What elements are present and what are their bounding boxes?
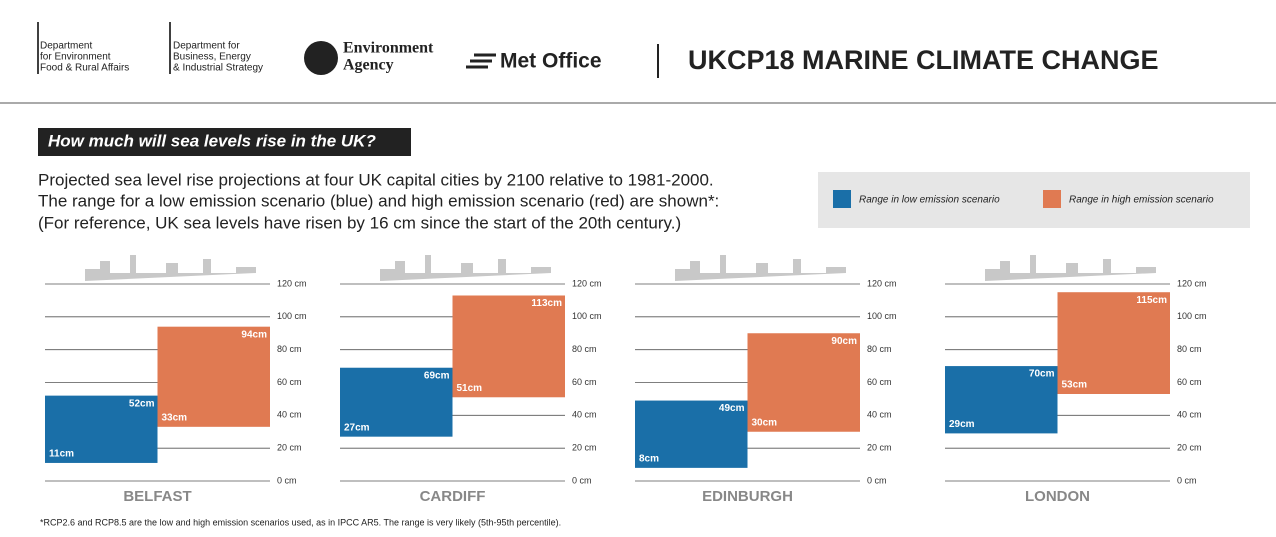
y-tick-label: 60 cm xyxy=(867,377,892,387)
skyline xyxy=(85,255,256,281)
y-tick-label: 80 cm xyxy=(867,344,892,354)
y-tick-label: 100 cm xyxy=(1177,311,1207,321)
y-tick-label: 40 cm xyxy=(867,410,892,420)
description-line: The range for a low emission scenario (b… xyxy=(38,191,719,210)
y-tick-label: 20 cm xyxy=(867,443,892,453)
value-label: 53cm xyxy=(1062,380,1088,391)
range-bar xyxy=(340,367,453,437)
value-label: 94cm xyxy=(241,329,267,340)
y-tick-label: 80 cm xyxy=(572,344,597,354)
defra-line: Department xyxy=(40,41,92,52)
city-name: LONDON xyxy=(1025,488,1090,505)
value-label: 90cm xyxy=(831,336,857,347)
y-tick-label: 120 cm xyxy=(1177,278,1207,288)
met-office: Met Office xyxy=(500,50,602,73)
value-label: 8cm xyxy=(639,454,659,465)
description-line: Projected sea level rise projections at … xyxy=(38,170,714,189)
value-label: 30cm xyxy=(752,417,778,428)
legend-swatch xyxy=(1043,190,1061,208)
skyline xyxy=(675,255,846,281)
skyline xyxy=(985,255,1156,281)
heading-box xyxy=(38,128,411,156)
y-tick-label: 60 cm xyxy=(572,377,597,387)
legend-swatch xyxy=(833,190,851,208)
heading: How much will sea levels rise in the UK? xyxy=(48,131,376,150)
value-label: 113cm xyxy=(531,298,562,309)
y-tick-label: 0 cm xyxy=(277,475,297,485)
value-label: 27cm xyxy=(344,422,370,433)
footnote: *RCP2.6 and RCP8.5 are the low and high … xyxy=(40,517,561,527)
description-line: (For reference, UK sea levels have risen… xyxy=(38,213,681,232)
beis-line: Business, Energy xyxy=(173,52,251,63)
y-tick-label: 60 cm xyxy=(277,377,302,387)
page-title: UKCP18 MARINE CLIMATE CHANGE xyxy=(688,45,1159,75)
value-label: 115cm xyxy=(1136,295,1167,306)
defra-line: Food & Rural Affairs xyxy=(40,63,129,74)
beis-line: Department for xyxy=(173,41,240,52)
y-tick-label: 120 cm xyxy=(277,278,307,288)
y-tick-label: 40 cm xyxy=(277,410,302,420)
value-label: 29cm xyxy=(949,419,975,430)
y-tick-label: 0 cm xyxy=(867,475,887,485)
legend-box xyxy=(818,172,1250,228)
value-label: 69cm xyxy=(424,370,450,381)
range-bar xyxy=(945,366,1058,434)
legend-label: Range in high emission scenario xyxy=(1069,195,1214,206)
value-label: 52cm xyxy=(129,398,155,409)
legend-label: Range in low emission scenario xyxy=(859,195,1000,206)
y-tick-label: 20 cm xyxy=(277,443,302,453)
y-tick-label: 0 cm xyxy=(572,475,592,485)
city-name: BELFAST xyxy=(123,488,191,505)
y-tick-label: 120 cm xyxy=(867,278,897,288)
y-tick-label: 100 cm xyxy=(572,311,602,321)
y-tick-label: 100 cm xyxy=(277,311,307,321)
range-bar xyxy=(1057,292,1170,394)
value-label: 70cm xyxy=(1029,369,1055,380)
skyline xyxy=(380,255,551,281)
ea-name: Agency xyxy=(343,57,394,74)
city-name: EDINBURGH xyxy=(702,488,793,505)
value-label: 33cm xyxy=(162,412,188,423)
y-tick-label: 80 cm xyxy=(1177,344,1202,354)
y-tick-label: 120 cm xyxy=(572,278,602,288)
y-tick-label: 100 cm xyxy=(867,311,897,321)
y-tick-label: 40 cm xyxy=(572,410,597,420)
y-tick-label: 80 cm xyxy=(277,344,302,354)
met-logo xyxy=(466,53,496,69)
y-tick-label: 20 cm xyxy=(1177,443,1202,453)
range-bar xyxy=(635,400,748,468)
ea-name: Environment xyxy=(343,40,434,57)
value-label: 11cm xyxy=(49,449,74,460)
range-bar xyxy=(157,326,270,427)
city-name: CARDIFF xyxy=(420,488,486,505)
range-bar xyxy=(747,333,860,432)
range-bar xyxy=(45,395,158,463)
y-tick-label: 60 cm xyxy=(1177,377,1202,387)
header: Department for Environment Food & Rural … xyxy=(0,22,1276,104)
ea-logo xyxy=(304,41,338,75)
y-tick-label: 40 cm xyxy=(1177,410,1202,420)
defra-line: for Environment xyxy=(40,52,111,63)
value-label: 51cm xyxy=(457,383,483,394)
range-bar xyxy=(452,295,565,398)
value-label: 49cm xyxy=(719,403,745,414)
y-tick-label: 0 cm xyxy=(1177,475,1197,485)
y-tick-label: 20 cm xyxy=(572,443,597,453)
beis-line: & Industrial Strategy xyxy=(173,63,263,74)
